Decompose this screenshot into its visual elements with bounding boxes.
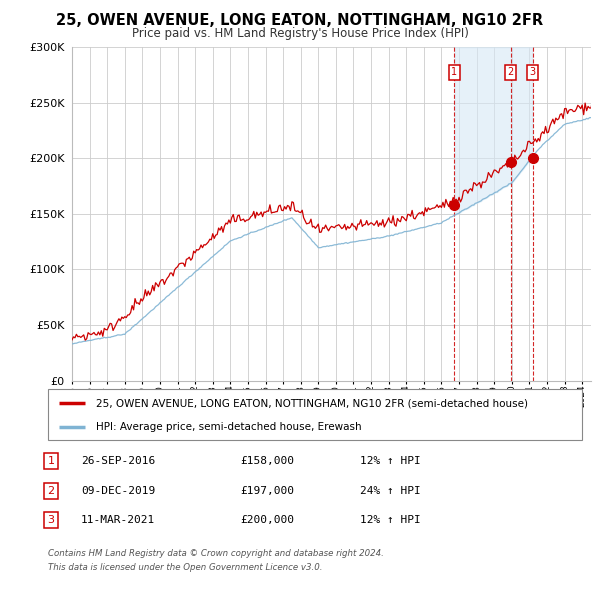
Text: £200,000: £200,000 — [240, 516, 294, 525]
Text: 26-SEP-2016: 26-SEP-2016 — [81, 457, 155, 466]
Text: 09-DEC-2019: 09-DEC-2019 — [81, 486, 155, 496]
Text: 12% ↑ HPI: 12% ↑ HPI — [360, 516, 421, 525]
Text: Price paid vs. HM Land Registry's House Price Index (HPI): Price paid vs. HM Land Registry's House … — [131, 27, 469, 40]
Text: 2: 2 — [47, 486, 55, 496]
Text: 12% ↑ HPI: 12% ↑ HPI — [360, 457, 421, 466]
Text: HPI: Average price, semi-detached house, Erewash: HPI: Average price, semi-detached house,… — [96, 422, 362, 432]
FancyBboxPatch shape — [48, 389, 582, 440]
Text: 1: 1 — [451, 67, 457, 77]
Text: Contains HM Land Registry data © Crown copyright and database right 2024.: Contains HM Land Registry data © Crown c… — [48, 549, 384, 558]
Text: 1: 1 — [47, 457, 55, 466]
Text: 25, OWEN AVENUE, LONG EATON, NOTTINGHAM, NG10 2FR: 25, OWEN AVENUE, LONG EATON, NOTTINGHAM,… — [56, 13, 544, 28]
Text: £197,000: £197,000 — [240, 486, 294, 496]
Text: 3: 3 — [530, 67, 536, 77]
Text: 11-MAR-2021: 11-MAR-2021 — [81, 516, 155, 525]
Text: 25, OWEN AVENUE, LONG EATON, NOTTINGHAM, NG10 2FR (semi-detached house): 25, OWEN AVENUE, LONG EATON, NOTTINGHAM,… — [96, 398, 528, 408]
Text: This data is licensed under the Open Government Licence v3.0.: This data is licensed under the Open Gov… — [48, 563, 323, 572]
Text: 2: 2 — [508, 67, 514, 77]
Text: 3: 3 — [47, 516, 55, 525]
Text: £158,000: £158,000 — [240, 457, 294, 466]
Text: 24% ↑ HPI: 24% ↑ HPI — [360, 486, 421, 496]
